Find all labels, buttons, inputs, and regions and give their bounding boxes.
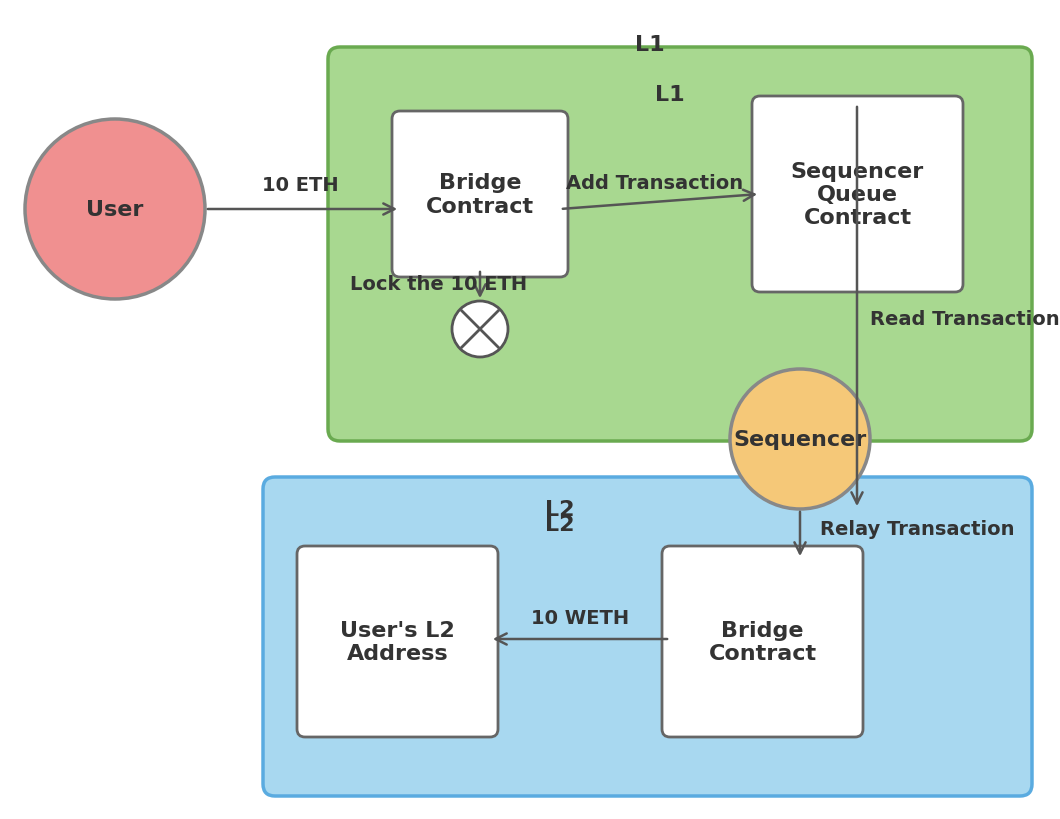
Circle shape	[452, 301, 508, 358]
Text: Relay Transaction: Relay Transaction	[820, 520, 1014, 539]
FancyBboxPatch shape	[328, 48, 1032, 441]
FancyBboxPatch shape	[392, 112, 568, 278]
Text: Bridge
Contract: Bridge Contract	[708, 620, 816, 663]
Text: Sequencer
Queue
Contract: Sequencer Queue Contract	[791, 161, 924, 228]
Circle shape	[730, 369, 870, 509]
Text: Sequencer: Sequencer	[734, 429, 867, 450]
Circle shape	[25, 120, 205, 300]
Text: Lock the 10 ETH: Lock the 10 ETH	[350, 275, 527, 294]
Text: User's L2
Address: User's L2 Address	[340, 620, 455, 663]
Text: L2: L2	[545, 500, 575, 519]
FancyBboxPatch shape	[752, 97, 962, 292]
Text: L1: L1	[635, 35, 665, 55]
Text: L2: L2	[545, 514, 575, 534]
Text: 10 ETH: 10 ETH	[262, 176, 338, 195]
Text: Bridge
Contract: Bridge Contract	[426, 173, 534, 216]
Text: Read Transaction: Read Transaction	[870, 310, 1060, 329]
Text: L1: L1	[655, 85, 685, 105]
Text: User: User	[86, 200, 144, 219]
FancyBboxPatch shape	[662, 546, 863, 737]
Text: 10 WETH: 10 WETH	[531, 609, 629, 627]
Text: Add Transaction: Add Transaction	[566, 174, 743, 192]
FancyBboxPatch shape	[263, 477, 1032, 796]
FancyBboxPatch shape	[297, 546, 498, 737]
